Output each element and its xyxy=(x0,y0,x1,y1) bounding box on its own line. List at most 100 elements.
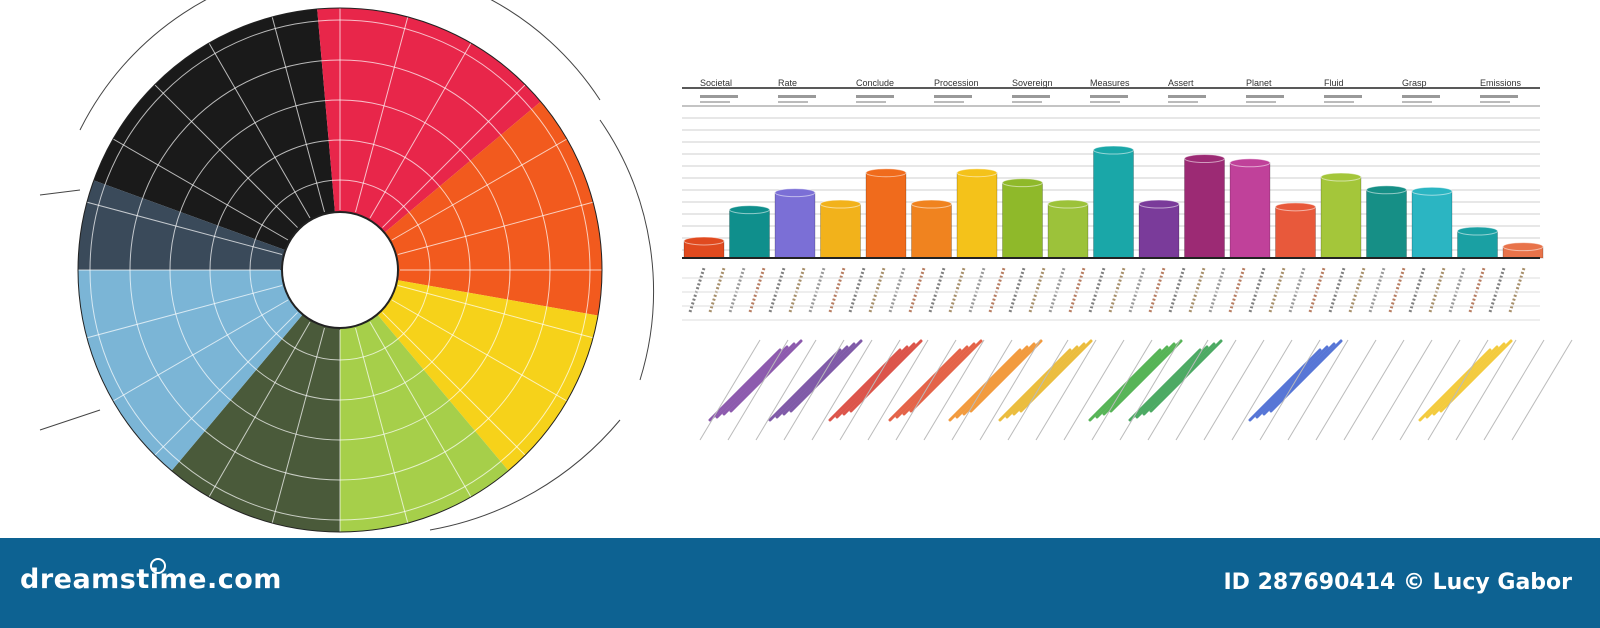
bar xyxy=(1184,158,1225,259)
bar xyxy=(1002,182,1043,259)
bar xyxy=(911,203,952,259)
scribble xyxy=(1288,267,1306,313)
color-stroke xyxy=(1128,348,1202,422)
color-stroke xyxy=(782,342,856,416)
color-stroke xyxy=(1425,345,1499,419)
scribble xyxy=(828,267,846,313)
color-stroke xyxy=(909,339,983,413)
bar xyxy=(774,192,816,259)
bar xyxy=(1275,206,1316,259)
scribble xyxy=(808,267,826,313)
color-stroke xyxy=(715,345,789,419)
bar xyxy=(1366,189,1407,259)
color-stroke xyxy=(1262,342,1336,416)
bar xyxy=(1411,190,1453,259)
color-stroke xyxy=(722,342,796,416)
header-label: Fluid xyxy=(1324,78,1344,88)
scribble xyxy=(1068,267,1086,313)
bar-group xyxy=(683,145,1544,259)
color-stroke xyxy=(835,345,909,419)
header-label: Procession xyxy=(934,78,979,88)
bar xyxy=(1093,149,1134,259)
scribble xyxy=(788,267,806,313)
scribble xyxy=(1248,267,1266,313)
scribble xyxy=(868,267,886,313)
bar-cap xyxy=(911,199,952,209)
image-credit: ID 287690414 © Lucy Gabor xyxy=(1223,570,1572,595)
scribble xyxy=(1428,267,1446,313)
color-stroke xyxy=(842,342,916,416)
bar xyxy=(956,172,998,259)
header-label: Emissions xyxy=(1480,78,1522,88)
footer-bar: dreamstime.com ID 287690414 © Lucy Gabor xyxy=(0,538,1600,628)
color-stroke xyxy=(1095,345,1169,419)
scribble xyxy=(1148,267,1166,313)
scribble xyxy=(988,267,1006,313)
color-stroke xyxy=(828,348,902,422)
scribble xyxy=(1008,267,1026,313)
scribble xyxy=(748,267,766,313)
scribble xyxy=(1188,267,1206,313)
scribble xyxy=(948,267,966,313)
bar-cap xyxy=(1411,186,1453,196)
scribble xyxy=(1088,267,1106,313)
header-label: Planet xyxy=(1246,78,1272,88)
bar xyxy=(865,172,907,259)
scribble xyxy=(1208,267,1226,313)
bar-cap xyxy=(820,199,861,209)
scribble xyxy=(848,267,866,313)
header-label: Grasp xyxy=(1402,78,1427,88)
color-stroke xyxy=(789,339,863,413)
scribble xyxy=(1308,267,1326,313)
color-stroke xyxy=(1012,342,1086,416)
header-label: Sovereign xyxy=(1012,78,1053,88)
bar-cap xyxy=(1502,242,1544,252)
color-stroke xyxy=(955,345,1029,419)
illustration-canvas: Societal Rate Conclude Procession Sovereign M… xyxy=(39,0,1573,533)
scribble xyxy=(708,267,726,313)
color-stroke xyxy=(1135,345,1209,419)
header-label: Rate xyxy=(778,78,797,88)
scribble xyxy=(1168,267,1186,313)
bar-cap xyxy=(1002,178,1043,188)
color-stroke xyxy=(1418,348,1492,422)
bar-cap xyxy=(1457,226,1498,236)
diagonal-strokes xyxy=(699,339,1573,441)
scribble xyxy=(888,267,906,313)
bar-cap xyxy=(683,236,725,246)
color-stroke xyxy=(1005,345,1079,419)
scribble xyxy=(1268,267,1286,313)
bar-cap xyxy=(865,168,907,178)
header-label: Societal xyxy=(700,78,732,88)
bar-cap xyxy=(956,168,998,178)
bar-cap xyxy=(1366,185,1407,195)
color-stroke xyxy=(768,348,842,422)
wheel-outer-rings xyxy=(39,0,654,531)
color-stroke xyxy=(998,348,1072,422)
scribble xyxy=(1348,267,1366,313)
color-stroke xyxy=(849,339,923,413)
color-stroke xyxy=(1142,342,1216,416)
bar xyxy=(1138,203,1180,259)
scribble xyxy=(728,267,746,313)
header-label: Conclude xyxy=(856,78,894,88)
bar-cap xyxy=(1184,154,1225,164)
color-stroke xyxy=(969,339,1043,413)
brand-swirl-icon xyxy=(150,558,166,574)
wheel-sector xyxy=(340,270,514,532)
stock-illustration: Societal Rate Conclude Procession Sovereign M… xyxy=(39,0,1573,533)
color-stroke xyxy=(1432,342,1506,416)
scribble xyxy=(1448,267,1466,313)
scribble xyxy=(1508,267,1526,313)
color-stroke xyxy=(1255,345,1329,419)
scribble-labels xyxy=(682,267,1540,321)
bar-cap xyxy=(774,188,816,198)
bar-cap xyxy=(1138,199,1180,209)
color-stroke xyxy=(1102,342,1176,416)
scribble xyxy=(1228,267,1246,313)
bar-cap xyxy=(1275,202,1316,212)
header-label: Measures xyxy=(1090,78,1130,88)
wheel-sector xyxy=(316,8,547,270)
scribble xyxy=(1128,267,1146,313)
scribble xyxy=(1328,267,1346,313)
